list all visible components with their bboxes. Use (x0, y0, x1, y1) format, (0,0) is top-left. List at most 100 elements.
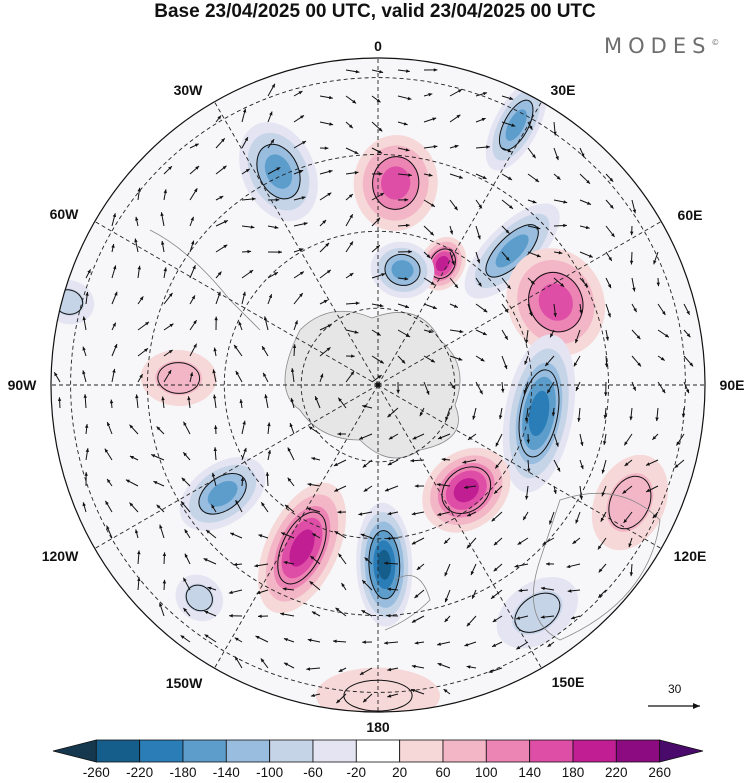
wind-vector (82, 316, 87, 331)
wind-vector (111, 291, 118, 305)
wind-vector (436, 483, 451, 487)
wind-vector (241, 168, 250, 175)
wind-vector (334, 530, 347, 539)
wind-vector (397, 329, 411, 338)
wind-vector (241, 225, 255, 229)
wind-vector (229, 614, 243, 618)
wind-vector (397, 95, 412, 101)
wind-vector (156, 504, 165, 513)
wind-vector (280, 612, 295, 617)
wind-vector (215, 220, 229, 227)
wind-vector (579, 303, 583, 314)
wind-vector (449, 114, 461, 123)
wind-vector (423, 173, 433, 177)
colorbar-tick-2: -180 (169, 765, 197, 780)
vector-scale-label: 30 (668, 682, 682, 696)
wind-vector (163, 369, 172, 383)
anomaly-negative-4 (464, 203, 560, 299)
wind-vector (443, 537, 451, 545)
wind-vector (260, 658, 269, 669)
colorbar-cell-5 (269, 739, 314, 763)
wind-vector (341, 582, 347, 591)
wind-vector (423, 277, 435, 286)
wind-vector (412, 433, 425, 440)
wind-vector (267, 294, 273, 305)
wind-vector (362, 693, 373, 703)
wind-vector (628, 537, 633, 548)
wind-vector (215, 115, 222, 123)
colorbar-tick-1: -220 (126, 765, 154, 780)
wind-vector (397, 173, 412, 177)
wind-vector (181, 477, 191, 487)
wind-vector (267, 449, 271, 461)
wind-vector (360, 533, 373, 539)
wind-vector (656, 277, 660, 287)
wind-vector (553, 223, 567, 228)
wind-vector (549, 329, 555, 338)
wind-vector (214, 425, 218, 435)
wind-vector (361, 609, 373, 617)
anomaly-negative-15 (496, 577, 579, 649)
wind-vector (410, 688, 425, 695)
wind-vector (207, 586, 217, 591)
wind-vector (527, 303, 533, 317)
wind-vector (189, 240, 195, 253)
wind-vector (111, 265, 117, 279)
wind-vector (488, 667, 503, 673)
wind-vector (414, 484, 425, 488)
wind-vector (85, 269, 92, 279)
wind-vector (397, 121, 408, 126)
wind-vector (657, 355, 666, 361)
wind-vector (337, 553, 347, 565)
meridian-240 (80, 384, 379, 558)
wind-vector (337, 397, 347, 409)
lon-label-60e: 60E (677, 207, 703, 223)
colorbar-tick-5: -60 (303, 765, 323, 780)
brand-text: MODES (604, 34, 712, 58)
wind-vector (567, 589, 581, 593)
wind-vector (267, 250, 283, 254)
wind-vector (111, 243, 115, 253)
wind-vector (345, 213, 354, 227)
wind-vector (189, 143, 200, 149)
wind-vector (287, 477, 295, 487)
wind-vector (235, 499, 243, 513)
wind-vector (579, 251, 593, 258)
wind-vector (445, 407, 451, 421)
wind-vector (182, 577, 191, 591)
wind-vector (234, 656, 243, 669)
wind-vector (553, 121, 557, 136)
wind-vector (371, 95, 381, 103)
wind-vector (257, 614, 269, 618)
wind-vector (397, 355, 406, 364)
wind-vector (280, 532, 295, 539)
wind-vector (362, 404, 373, 409)
wind-vector (83, 394, 87, 409)
wind-vector (436, 641, 451, 646)
wind-vector (645, 459, 659, 466)
colorbar-cell-9 (442, 739, 487, 763)
wind-vector (214, 316, 218, 331)
wind-vector (371, 121, 383, 132)
wind-vector (241, 136, 249, 149)
wind-vector (161, 396, 165, 409)
wind-vector (631, 355, 642, 367)
wind-vector (411, 615, 425, 623)
wind-vector (501, 303, 509, 313)
wind-vector (501, 329, 509, 341)
wind-vector (238, 321, 243, 331)
wind-vector (363, 485, 373, 493)
lon-label-90e: 90E (719, 377, 745, 393)
wind-vector (501, 225, 510, 234)
wind-vector (397, 223, 410, 228)
wind-vector (371, 244, 381, 253)
wind-vector (205, 529, 217, 539)
wind-vector (605, 303, 611, 318)
wind-vector (267, 138, 275, 149)
wind-vector (180, 634, 191, 643)
colorbar-tick-3: -140 (212, 765, 240, 780)
wind-vector (265, 472, 270, 487)
wind-vector (371, 355, 385, 364)
wind-vector (522, 511, 529, 521)
